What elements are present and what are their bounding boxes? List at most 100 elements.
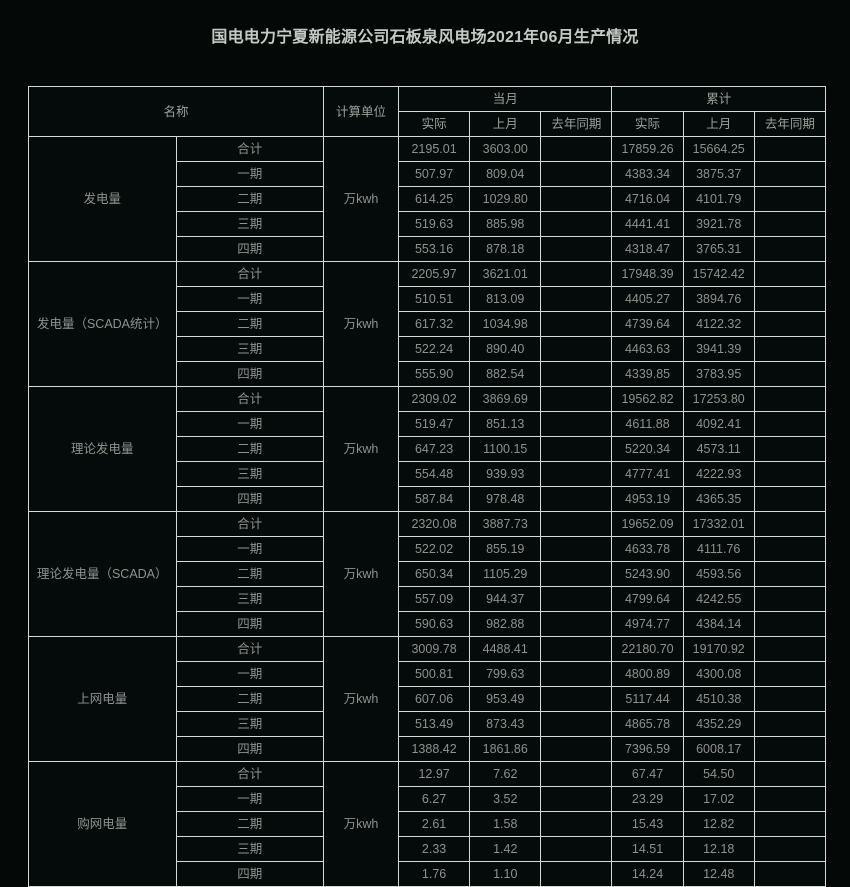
- cell-cumulative-actual: 4739.64: [611, 311, 684, 337]
- cell-cumulative-actual: 4777.41: [611, 461, 684, 487]
- cell-month-lastyear: [540, 786, 613, 812]
- cell-month-lastyear: [540, 561, 613, 587]
- row-phase: 二期: [175, 436, 324, 462]
- cell-cumulative-lastyear: [753, 136, 827, 162]
- cell-month-actual: 12.97: [397, 761, 471, 787]
- cell-cumulative-lastyear: [753, 186, 827, 212]
- row-phase: 三期: [175, 461, 324, 487]
- table-row: 一期 519.47 851.13 4611.88 4092.41: [29, 411, 827, 437]
- table-row: 二期 617.32 1034.98 4739.64 4122.32: [29, 311, 827, 337]
- row-unit: 万kwh: [323, 261, 399, 387]
- cell-month-last: 1100.15: [469, 436, 542, 462]
- cell-month-last: 978.48: [469, 486, 542, 512]
- table-row: 理论发电量（SCADA） 合计 万kwh 2320.08 3887.73 19652.09…: [28, 511, 827, 637]
- cell-cumulative-last: 54.50: [682, 761, 755, 787]
- cell-cumulative-lastyear: [753, 411, 827, 437]
- cell-cumulative-lastyear: [753, 461, 827, 487]
- cell-cumulative-lastyear: [753, 536, 827, 562]
- cell-month-lastyear: [540, 861, 613, 887]
- cell-month-last: 873.43: [469, 711, 542, 737]
- row-unit: 万kwh: [323, 136, 399, 262]
- table-row: 三期 557.09 944.37 4799.64 4242.55: [29, 586, 827, 612]
- cell-cumulative-last: 17332.01: [682, 511, 755, 537]
- row-group-name: 发电量（SCADA统计）: [28, 261, 177, 387]
- cell-cumulative-actual: 22180.70: [611, 636, 684, 662]
- row-unit: 万kwh: [323, 761, 399, 887]
- cell-month-last: 3621.01: [469, 261, 542, 287]
- row-group-name: 理论发电量（SCADA）: [28, 511, 177, 637]
- table-row: 一期 522.02 855.19 4633.78 4111.76: [29, 536, 827, 562]
- cell-month-last: 982.88: [469, 611, 542, 637]
- header-name: 名称: [28, 86, 324, 137]
- table-header-sub-row: 实际 上月 去年同期 实际 上月 去年同期: [29, 111, 827, 137]
- cell-cumulative-lastyear: [753, 636, 827, 662]
- cell-cumulative-last: 4111.76: [682, 536, 755, 562]
- table-row: 二期 650.34 1105.29 5243.90 4593.56: [29, 561, 827, 587]
- cell-month-actual: 650.34: [397, 561, 471, 587]
- cell-cumulative-last: 3894.76: [682, 286, 755, 312]
- row-phase: 二期: [175, 561, 324, 587]
- cell-cumulative-last: 4300.08: [682, 661, 755, 687]
- cell-cumulative-actual: 14.24: [611, 861, 684, 887]
- cell-cumulative-lastyear: [753, 661, 827, 687]
- row-phase: 一期: [175, 536, 324, 562]
- cell-month-actual: 519.63: [397, 211, 471, 237]
- cell-month-lastyear: [540, 461, 613, 487]
- cell-cumulative-actual: 4974.77: [611, 611, 684, 637]
- cell-cumulative-last: 4122.32: [682, 311, 755, 337]
- cell-month-actual: 557.09: [397, 586, 471, 612]
- table-row: 二期 2.61 1.58 15.43 12.82: [29, 811, 827, 837]
- cell-cumulative-actual: 4611.88: [611, 411, 684, 437]
- header-cum-lastyear: 去年同期: [753, 111, 827, 137]
- cell-month-lastyear: [540, 386, 613, 412]
- row-phase: 四期: [175, 486, 324, 512]
- cell-month-last: 1105.29: [469, 561, 542, 587]
- cell-month-actual: 590.63: [397, 611, 471, 637]
- cell-month-last: 3.52: [469, 786, 542, 812]
- row-phase: 四期: [175, 236, 324, 262]
- cell-month-last: 1.42: [469, 836, 542, 862]
- cell-cumulative-actual: 4633.78: [611, 536, 684, 562]
- cell-month-actual: 507.97: [397, 161, 471, 187]
- cell-cumulative-last: 12.18: [682, 836, 755, 862]
- cell-cumulative-lastyear: [753, 611, 827, 637]
- cell-cumulative-actual: 4799.64: [611, 586, 684, 612]
- cell-month-actual: 3009.78: [397, 636, 471, 662]
- table-row: 二期 607.06 953.49 5117.44 4510.38: [29, 686, 827, 712]
- table-body: 发电量 合计 万kwh 2195.01 3603.00 17859.26 15664.25 一…: [28, 136, 827, 887]
- cell-cumulative-actual: 4383.34: [611, 161, 684, 187]
- row-unit: 万kwh: [323, 636, 399, 762]
- cell-month-actual: 2.33: [397, 836, 471, 862]
- cell-cumulative-last: 4365.35: [682, 486, 755, 512]
- row-phase: 合计: [175, 386, 324, 412]
- row-phase: 三期: [175, 336, 324, 362]
- cell-month-lastyear: [540, 136, 613, 162]
- cell-cumulative-actual: 7396.59: [611, 736, 684, 762]
- cell-cumulative-actual: 19652.09: [611, 511, 684, 537]
- row-phase: 四期: [175, 361, 324, 387]
- row-phase: 四期: [175, 611, 324, 637]
- cell-cumulative-actual: 4865.78: [611, 711, 684, 737]
- table-row: 上网电量 合计 万kwh 3009.78 4488.41 22180.70 19170.92: [28, 636, 827, 762]
- cell-month-lastyear: [540, 686, 613, 712]
- cell-month-last: 953.49: [469, 686, 542, 712]
- cell-cumulative-lastyear: [753, 586, 827, 612]
- header-month-actual: 实际: [397, 111, 471, 137]
- cell-month-last: 3869.69: [469, 386, 542, 412]
- table-row: 三期 513.49 873.43 4865.78 4352.29: [29, 711, 827, 737]
- cell-month-actual: 553.16: [397, 236, 471, 262]
- cell-month-last: 1029.80: [469, 186, 542, 212]
- cell-cumulative-last: 3783.95: [682, 361, 755, 387]
- cell-cumulative-lastyear: [753, 261, 827, 287]
- cell-month-lastyear: [540, 361, 613, 387]
- row-phase: 三期: [175, 211, 324, 237]
- cell-month-actual: 2320.08: [397, 511, 471, 537]
- cell-month-actual: 607.06: [397, 686, 471, 712]
- cell-cumulative-actual: 5243.90: [611, 561, 684, 587]
- cell-month-lastyear: [540, 161, 613, 187]
- header-cum-last: 上月: [682, 111, 755, 137]
- row-phase: 四期: [175, 861, 324, 887]
- cell-cumulative-lastyear: [753, 436, 827, 462]
- cell-cumulative-lastyear: [753, 311, 827, 337]
- cell-month-lastyear: [540, 636, 613, 662]
